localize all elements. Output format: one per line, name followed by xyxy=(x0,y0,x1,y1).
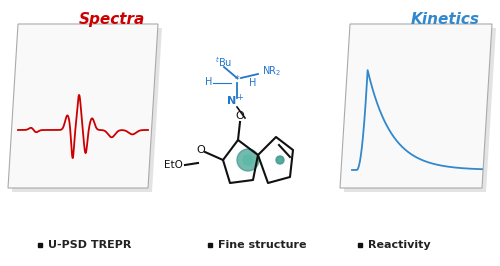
Polygon shape xyxy=(8,24,158,188)
Text: H: H xyxy=(206,77,212,87)
Text: O: O xyxy=(236,111,244,121)
Circle shape xyxy=(243,155,253,165)
Text: U-PSD TREPR: U-PSD TREPR xyxy=(48,240,132,250)
Text: O: O xyxy=(196,145,205,155)
Text: Fine structure: Fine structure xyxy=(218,240,306,250)
Circle shape xyxy=(237,149,259,171)
Polygon shape xyxy=(340,24,492,188)
Text: Kinetics: Kinetics xyxy=(410,12,480,27)
Text: N: N xyxy=(228,96,236,106)
Text: Spectra: Spectra xyxy=(79,12,145,27)
Text: H: H xyxy=(250,78,256,88)
Text: $^t$Bu: $^t$Bu xyxy=(215,55,232,69)
Polygon shape xyxy=(12,28,162,192)
Circle shape xyxy=(276,156,284,164)
Text: NR$_2$: NR$_2$ xyxy=(262,64,281,78)
Text: Reactivity: Reactivity xyxy=(368,240,430,250)
Text: EtO: EtO xyxy=(164,160,183,170)
Text: *: * xyxy=(234,75,240,85)
Polygon shape xyxy=(344,28,496,192)
Text: +: + xyxy=(236,93,244,102)
